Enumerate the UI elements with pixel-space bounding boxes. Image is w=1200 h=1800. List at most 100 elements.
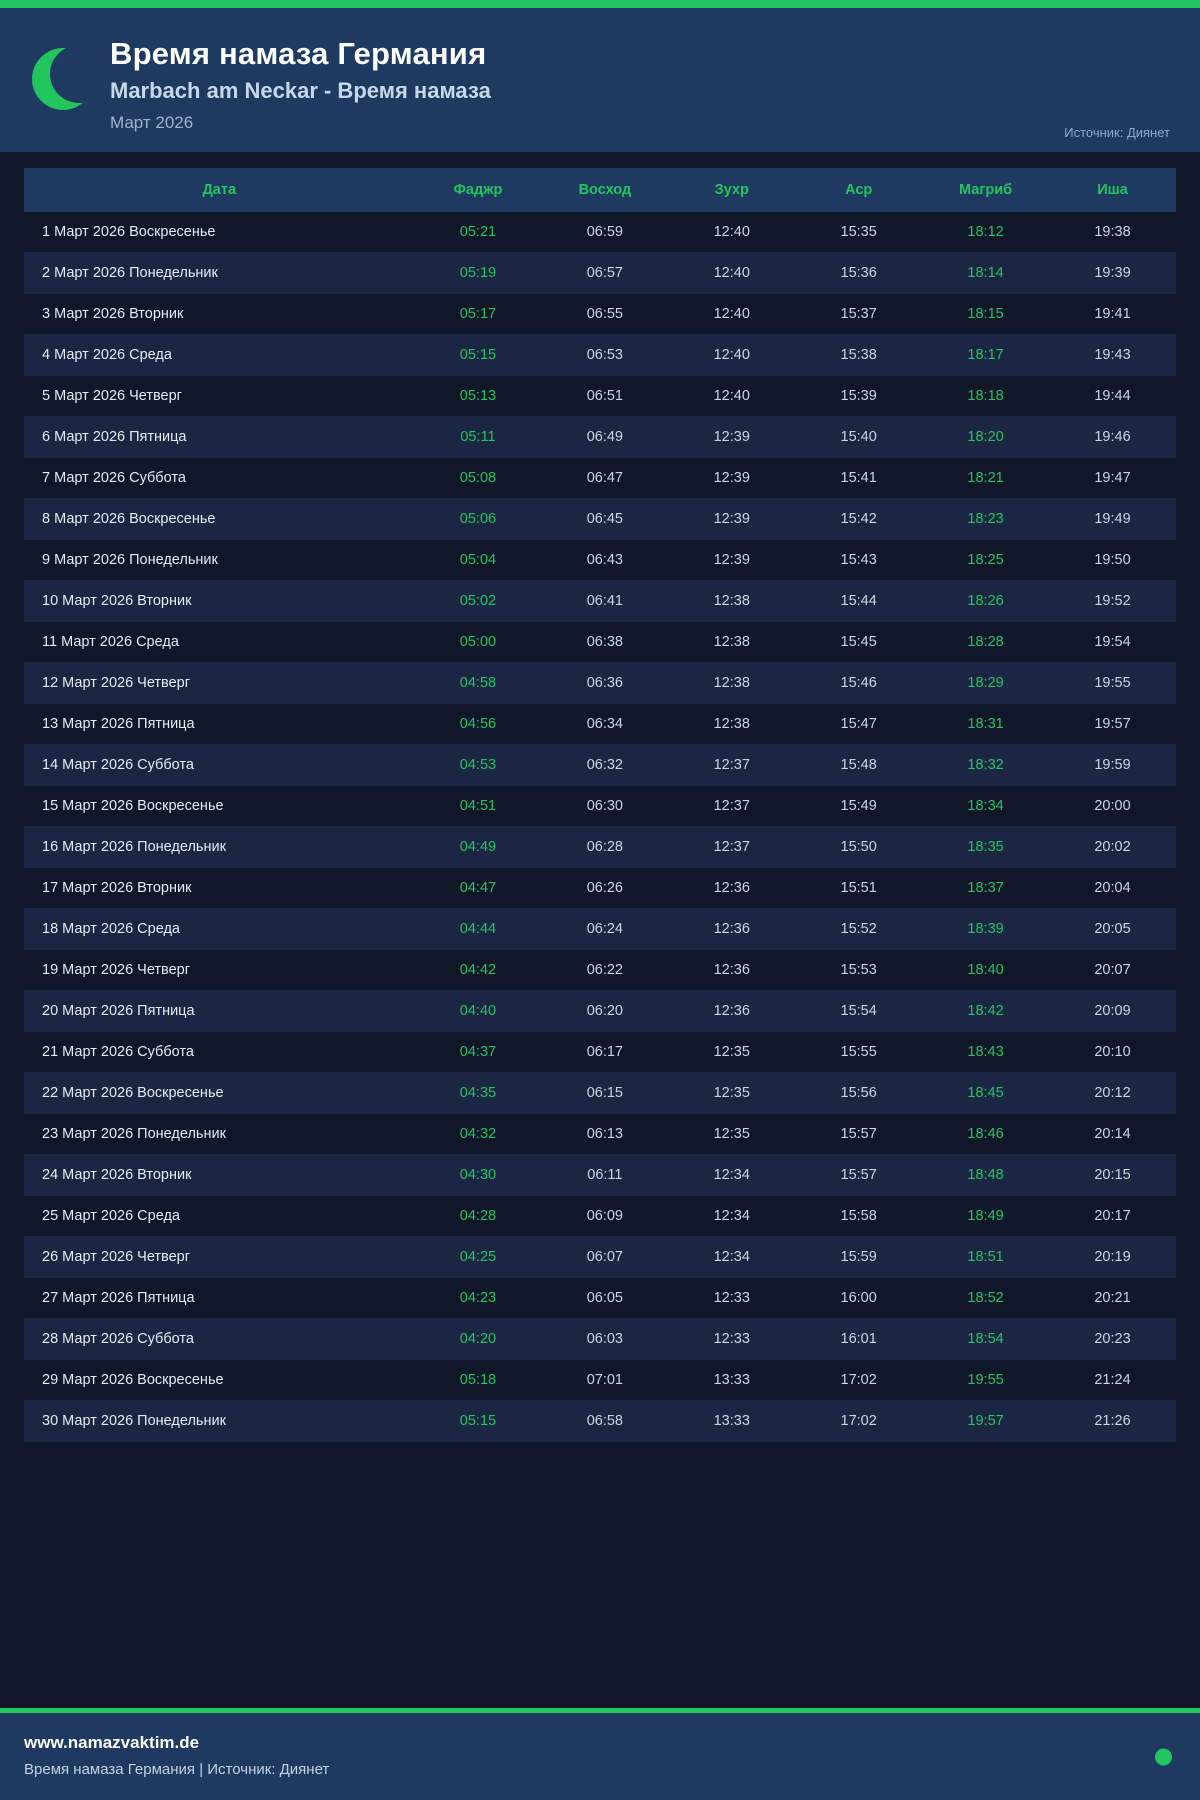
cell-date: 25 Март 2026 Среда — [24, 1195, 415, 1238]
footer-site-url[interactable]: www.namazvaktim.de — [24, 1733, 200, 1753]
table-row: 22 Март 2026 Воскресенье 04:35 06:15 12:35 1… — [24, 1072, 1176, 1115]
cell-maghrib: 18:37 — [922, 867, 1050, 910]
table-row: 15 Март 2026 Воскресенье 04:51 06:30 12:37 1… — [24, 785, 1176, 828]
cell-sunrise: 06:57 — [541, 252, 669, 295]
cell-isha: 19:52 — [1049, 580, 1176, 623]
cell-dhuhr: 12:33 — [668, 1318, 796, 1361]
cell-dhuhr: 12:37 — [668, 826, 796, 869]
cell-date: 2 Март 2026 Понедельник — [24, 252, 415, 295]
cell-asr: 15:44 — [795, 580, 923, 623]
page-header: Время намаза Германия Marbach am Neckar … — [0, 8, 1200, 153]
cell-fajr: 04:44 — [414, 908, 542, 951]
cell-asr: 15:51 — [795, 867, 923, 910]
cell-fajr: 05:11 — [414, 416, 542, 459]
cell-fajr: 04:28 — [414, 1195, 542, 1238]
cell-dhuhr: 12:36 — [668, 949, 796, 992]
cell-dhuhr: 12:40 — [668, 212, 796, 254]
table-body: 1 Март 2026 Воскресенье 05:21 06:59 12:40 15… — [24, 212, 1176, 1443]
cell-date: 19 Март 2026 Четверг — [24, 949, 415, 992]
table-row: 3 Март 2026 Вторник 05:17 06:55 12:40 15:37 1… — [24, 293, 1176, 336]
cell-isha: 19:39 — [1049, 252, 1176, 295]
cell-fajr: 04:30 — [414, 1154, 542, 1197]
footer-tagline: Время намаза Германия | Источник: Диянет — [24, 1761, 330, 1778]
cell-dhuhr: 12:34 — [668, 1195, 796, 1238]
cell-asr: 15:45 — [795, 621, 923, 664]
cell-sunrise: 06:49 — [541, 416, 669, 459]
cell-dhuhr: 12:39 — [668, 539, 796, 582]
month-label: Март 2026 — [110, 113, 194, 133]
cell-isha: 20:10 — [1049, 1031, 1176, 1074]
cell-fajr: 05:15 — [414, 334, 542, 377]
cell-dhuhr: 12:37 — [668, 785, 796, 828]
table-header-row: Дата Фаджр Восход Зухр Аср Магриб Иша — [24, 168, 1176, 213]
cell-dhuhr: 12:40 — [668, 375, 796, 418]
cell-sunrise: 06:11 — [541, 1154, 669, 1197]
cell-fajr: 04:32 — [414, 1113, 542, 1156]
cell-isha: 19:57 — [1049, 703, 1176, 746]
cell-maghrib: 18:45 — [922, 1072, 1050, 1115]
cell-maghrib: 18:23 — [922, 498, 1050, 541]
cell-fajr: 04:49 — [414, 826, 542, 869]
cell-dhuhr: 12:34 — [668, 1236, 796, 1279]
cell-asr: 15:57 — [795, 1113, 923, 1156]
cell-fajr: 05:19 — [414, 252, 542, 295]
table-row: 24 Март 2026 Вторник 04:30 06:11 12:34 15:57… — [24, 1154, 1176, 1197]
table-row: 16 Март 2026 Понедельник 04:49 06:28 12:37 1… — [24, 826, 1176, 869]
cell-isha: 21:26 — [1049, 1400, 1176, 1443]
table-row: 4 Март 2026 Среда 05:15 06:53 12:40 15:38 18:… — [24, 334, 1176, 377]
cell-asr: 15:50 — [795, 826, 923, 869]
cell-maghrib: 18:43 — [922, 1031, 1050, 1074]
table-row: 1 Март 2026 Воскресенье 05:21 06:59 12:40 15… — [24, 212, 1176, 254]
cell-fajr: 04:51 — [414, 785, 542, 828]
header-source-label: Источник: Диянет — [1064, 125, 1170, 141]
cell-maghrib: 18:54 — [922, 1318, 1050, 1361]
cell-date: 29 Март 2026 Воскресенье — [24, 1359, 415, 1402]
cell-asr: 15:35 — [795, 212, 923, 254]
cell-date: 11 Март 2026 Среда — [24, 621, 415, 664]
cell-sunrise: 06:36 — [541, 662, 669, 705]
cell-maghrib: 18:20 — [922, 416, 1050, 459]
cell-dhuhr: 12:37 — [668, 744, 796, 787]
cell-sunrise: 06:58 — [541, 1400, 669, 1443]
table-row: 30 Март 2026 Понедельник 05:15 06:58 13:33 1… — [24, 1400, 1176, 1443]
cell-date: 26 Март 2026 Четверг — [24, 1236, 415, 1279]
cell-date: 17 Март 2026 Вторник — [24, 867, 415, 910]
cell-date: 27 Март 2026 Пятница — [24, 1277, 415, 1320]
crescent-moon-icon — [30, 42, 108, 128]
cell-dhuhr: 13:33 — [668, 1359, 796, 1402]
cell-maghrib: 18:40 — [922, 949, 1050, 992]
cell-fajr: 04:47 — [414, 867, 542, 910]
table-row: 12 Март 2026 Четверг 04:58 06:36 12:38 15:46… — [24, 662, 1176, 705]
cell-asr: 15:42 — [795, 498, 923, 541]
cell-maghrib: 18:17 — [922, 334, 1050, 377]
cell-sunrise: 06:05 — [541, 1277, 669, 1320]
cell-fajr: 04:25 — [414, 1236, 542, 1279]
table-row: 19 Март 2026 Четверг 04:42 06:22 12:36 15:53… — [24, 949, 1176, 992]
cell-sunrise: 06:26 — [541, 867, 669, 910]
cell-fajr: 04:23 — [414, 1277, 542, 1320]
cell-isha: 20:02 — [1049, 826, 1176, 869]
cell-isha: 20:17 — [1049, 1195, 1176, 1238]
cell-sunrise: 06:43 — [541, 539, 669, 582]
cell-asr: 15:52 — [795, 908, 923, 951]
cell-sunrise: 06:17 — [541, 1031, 669, 1074]
cell-dhuhr: 12:40 — [668, 293, 796, 336]
cell-dhuhr: 12:36 — [668, 990, 796, 1033]
cell-fajr: 05:17 — [414, 293, 542, 336]
cell-maghrib: 18:15 — [922, 293, 1050, 336]
cell-date: 8 Март 2026 Воскресенье — [24, 498, 415, 541]
cell-maghrib: 18:32 — [922, 744, 1050, 787]
cell-sunrise: 06:51 — [541, 375, 669, 418]
cell-fajr: 04:37 — [414, 1031, 542, 1074]
cell-asr: 15:53 — [795, 949, 923, 992]
cell-asr: 16:01 — [795, 1318, 923, 1361]
table-row: 29 Март 2026 Воскресенье 05:18 07:01 13:33 1… — [24, 1359, 1176, 1402]
table-row: 2 Март 2026 Понедельник 05:19 06:57 12:40 15… — [24, 252, 1176, 295]
cell-maghrib: 18:26 — [922, 580, 1050, 623]
cell-dhuhr: 12:34 — [668, 1154, 796, 1197]
cell-date: 15 Март 2026 Воскресенье — [24, 785, 415, 828]
table-row: 17 Март 2026 Вторник 04:47 06:26 12:36 15:51… — [24, 867, 1176, 910]
cell-maghrib: 18:52 — [922, 1277, 1050, 1320]
cell-dhuhr: 12:38 — [668, 662, 796, 705]
cell-dhuhr: 12:38 — [668, 703, 796, 746]
